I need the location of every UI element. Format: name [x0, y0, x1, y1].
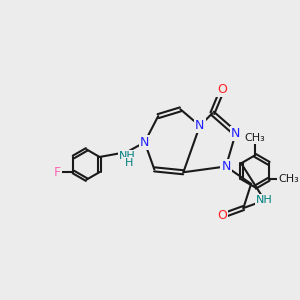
- Text: F: F: [54, 166, 61, 178]
- Text: O: O: [217, 209, 227, 222]
- Text: NH: NH: [119, 151, 136, 161]
- Text: N: N: [140, 136, 149, 149]
- Text: NH: NH: [256, 195, 273, 205]
- Text: N: N: [221, 160, 231, 173]
- Text: CH₃: CH₃: [244, 133, 266, 143]
- Text: O: O: [217, 83, 227, 97]
- Text: H: H: [124, 158, 133, 168]
- Text: CH₃: CH₃: [278, 174, 298, 184]
- Text: N: N: [195, 119, 205, 132]
- Text: N: N: [231, 127, 240, 140]
